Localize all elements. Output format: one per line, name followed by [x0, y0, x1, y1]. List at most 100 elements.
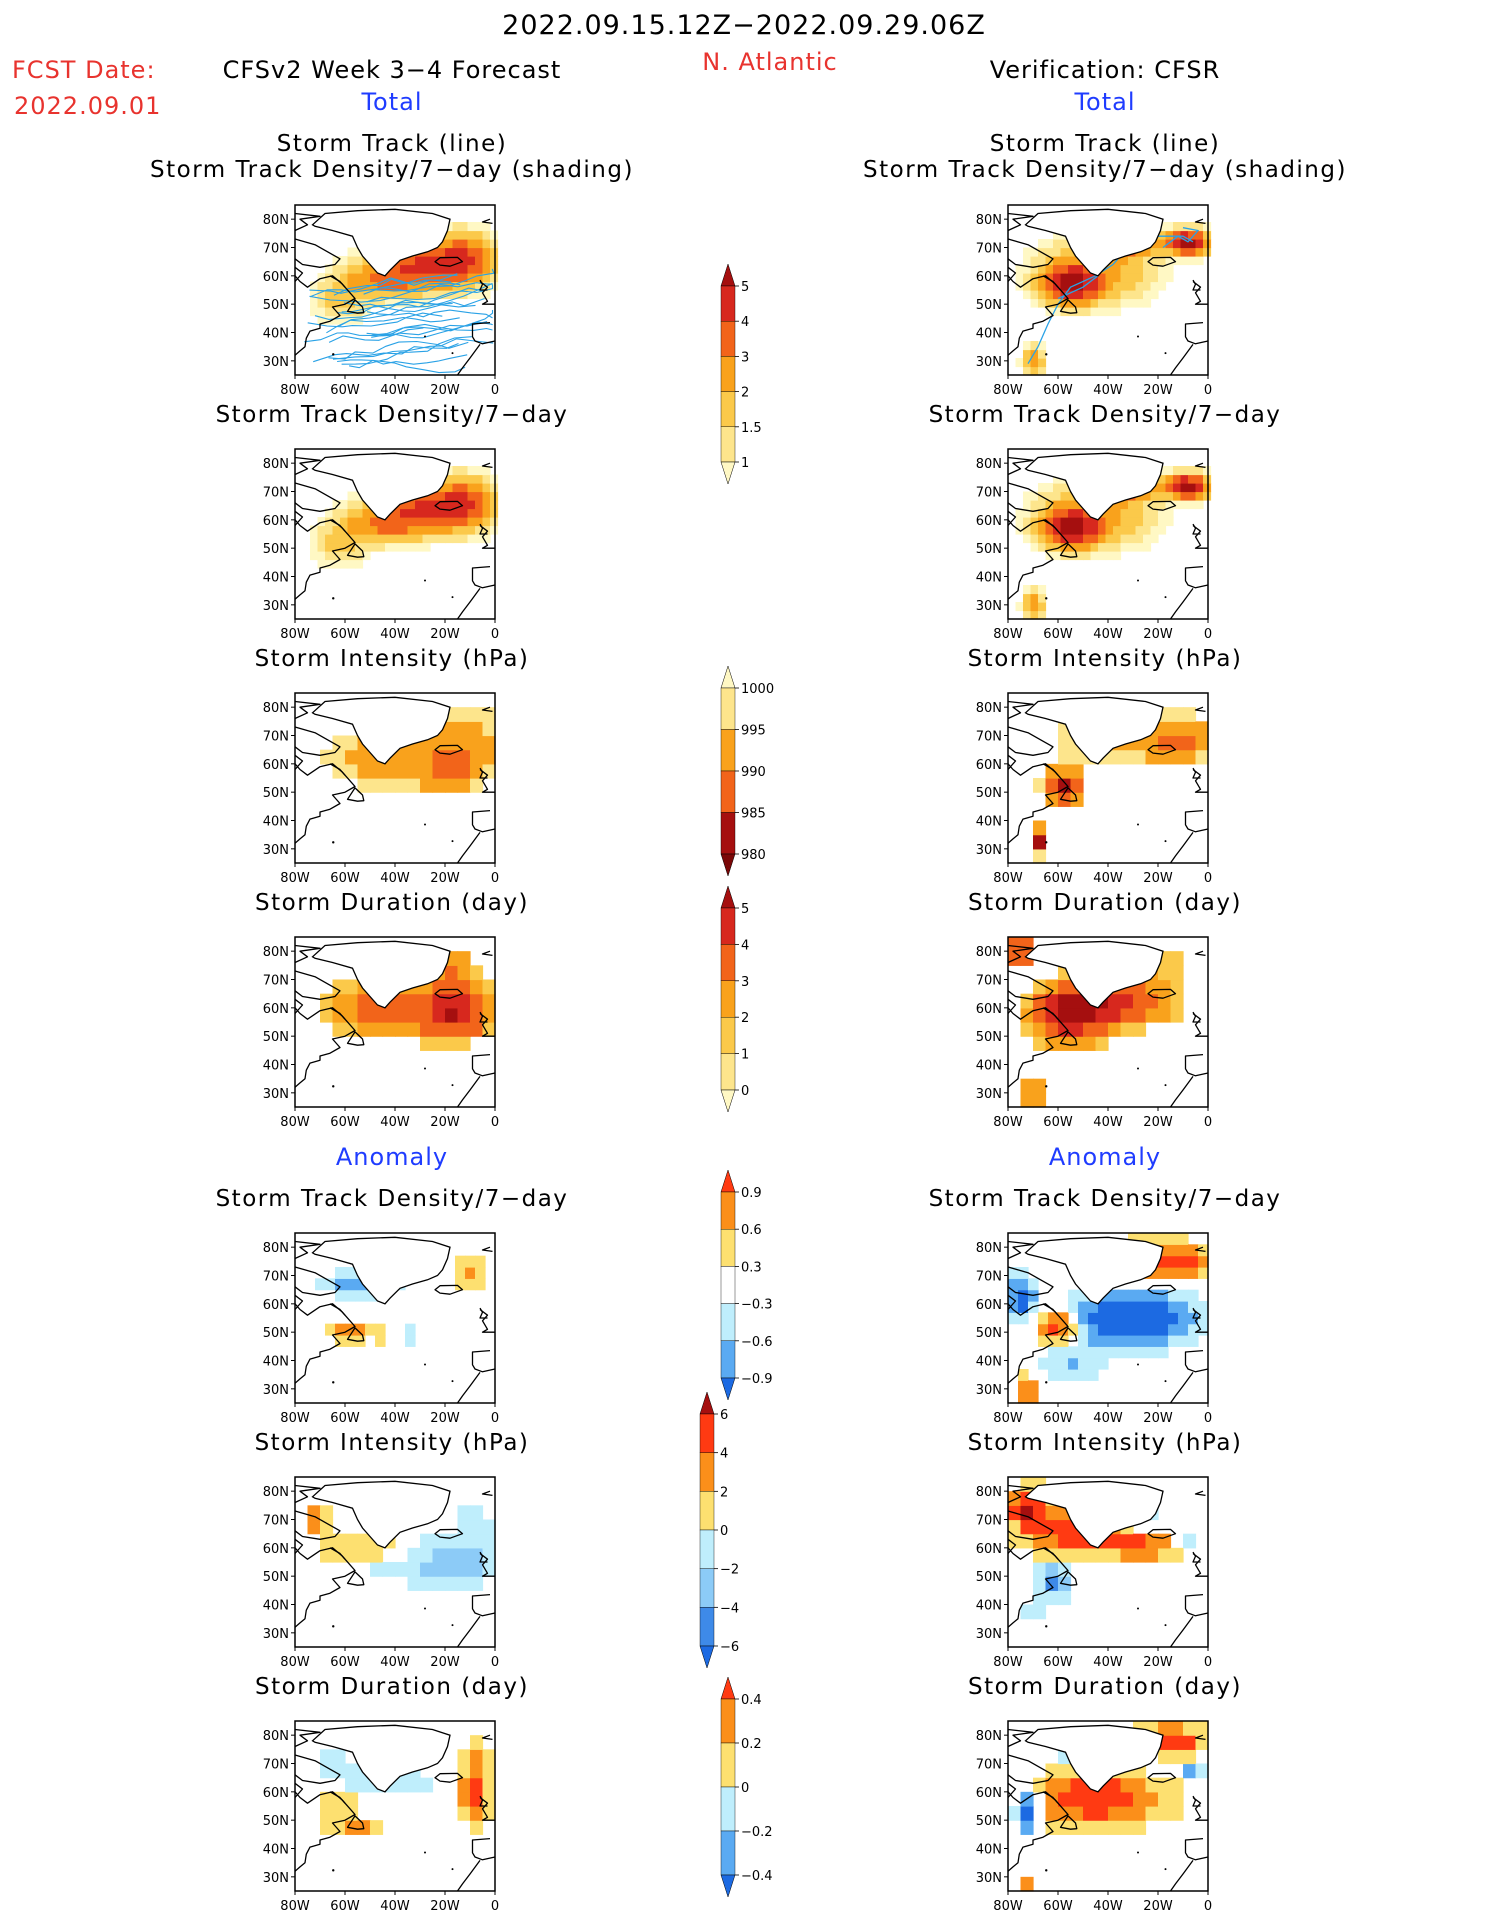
grid-cell — [1158, 1007, 1172, 1023]
grid-cell — [335, 1323, 346, 1336]
grid-cell — [407, 993, 421, 1009]
grid-cell — [1113, 290, 1122, 300]
grid-cell — [1070, 1007, 1084, 1023]
grid-cell — [1033, 1562, 1047, 1577]
grid-cell — [1113, 551, 1122, 561]
grid-cell — [470, 1007, 484, 1023]
arctic-islands-coast — [1007, 1728, 1034, 1748]
grid-cell — [415, 264, 424, 274]
svalbard-coast — [481, 462, 493, 469]
north-america-coast — [294, 1007, 356, 1088]
grid-cell — [1188, 222, 1197, 232]
grid-cell — [310, 307, 319, 317]
grid-cell — [362, 307, 371, 317]
grid-cell — [1045, 1763, 1059, 1779]
colorbar-label: 995 — [741, 724, 766, 739]
grid-cell — [1180, 256, 1189, 266]
bermuda-dot — [1045, 841, 1048, 844]
africa-coast — [1169, 1076, 1194, 1108]
iberia-coast — [1184, 1593, 1209, 1617]
grid-cell — [395, 993, 409, 1009]
grid-cell — [1158, 1547, 1172, 1563]
grid-cell — [432, 1576, 446, 1591]
lat-tick-label: 30N — [263, 1871, 289, 1886]
grid-cell — [1158, 474, 1167, 484]
grid-cell — [445, 1036, 459, 1051]
grid-cell — [432, 1562, 446, 1577]
grid-cell — [1138, 1335, 1149, 1347]
grid-cell — [482, 735, 496, 751]
north-america-coast — [294, 519, 356, 600]
grid-cell — [1165, 239, 1174, 249]
grid-cell — [1053, 483, 1062, 493]
baffin-coast — [294, 726, 341, 756]
grid-cell — [1053, 500, 1062, 510]
scotland-coast — [1192, 279, 1201, 291]
grid-cell — [1030, 264, 1039, 274]
colorbar-segment — [720, 812, 736, 855]
lon-tick-label: 40W — [380, 1411, 410, 1423]
europe-coast — [1192, 1308, 1208, 1333]
colorbar-bottom-arrow — [699, 1645, 715, 1669]
grid-cell — [1098, 298, 1107, 308]
north-america-coast — [1007, 763, 1069, 844]
lon-tick-label: 40W — [380, 1899, 410, 1911]
europe-coast — [1192, 524, 1208, 549]
grid-cell — [1143, 525, 1152, 535]
grid-cell — [1150, 273, 1159, 283]
grid-cell — [1113, 307, 1122, 317]
grid-cell — [452, 483, 461, 493]
grid-cell — [437, 491, 446, 501]
grid-cell — [1098, 534, 1107, 544]
grid-cell — [457, 1519, 471, 1535]
baffin-coast — [294, 482, 341, 512]
panel-title-track-line-right: Storm Track (line) — [989, 131, 1221, 157]
grid-cell — [355, 517, 364, 527]
grid-cell — [357, 1777, 371, 1793]
colorbar-segment — [699, 1413, 715, 1453]
grid-cell — [1188, 1323, 1199, 1336]
grid-cell — [482, 1519, 496, 1535]
grid-cell — [1178, 1244, 1189, 1257]
grid-cell — [422, 508, 431, 518]
grid-cell — [1075, 542, 1084, 552]
grid-cell — [1088, 1346, 1099, 1359]
grid-cell — [482, 230, 491, 240]
africa-coast — [1169, 1616, 1194, 1648]
grid-cell — [1033, 1547, 1047, 1563]
grid-cell — [437, 517, 446, 527]
africa-coast — [1169, 832, 1194, 864]
lon-tick-label: 60W — [1043, 383, 1073, 395]
grid-cell — [482, 256, 491, 266]
grid-cell — [1108, 1791, 1122, 1807]
colorbar-label: 980 — [741, 848, 766, 863]
grid-cell — [1075, 264, 1084, 274]
grid-cell — [1198, 1244, 1209, 1257]
grid-cell — [1033, 1576, 1047, 1591]
grid-cell — [1158, 965, 1172, 981]
grid-cell — [1180, 500, 1189, 510]
grid-cell — [1183, 1749, 1197, 1765]
grid-cell — [1158, 1346, 1169, 1359]
grid-cell — [1135, 298, 1144, 308]
grid-cell — [1150, 290, 1159, 300]
grid-cell — [445, 247, 454, 257]
grid-cell — [317, 273, 326, 283]
lon-tick-label: 0 — [491, 627, 499, 639]
grid-cell — [1038, 264, 1047, 274]
lon-tick-label: 80W — [993, 627, 1023, 639]
grid-cell — [475, 290, 484, 300]
grid-cell — [1015, 508, 1024, 518]
grid-cell — [1038, 1323, 1049, 1336]
grid-cell — [432, 1022, 446, 1037]
grid-cell — [445, 979, 459, 995]
lon-tick-label: 60W — [330, 1115, 360, 1127]
greenland-coast — [1024, 1724, 1164, 1793]
grid-cell — [1098, 281, 1107, 291]
colorbar-segment — [720, 1266, 736, 1304]
colorbar-bottom-arrow — [720, 461, 736, 485]
grid-cell — [357, 1022, 371, 1037]
grid-cell — [1033, 834, 1047, 850]
grid-cell — [1060, 298, 1069, 308]
